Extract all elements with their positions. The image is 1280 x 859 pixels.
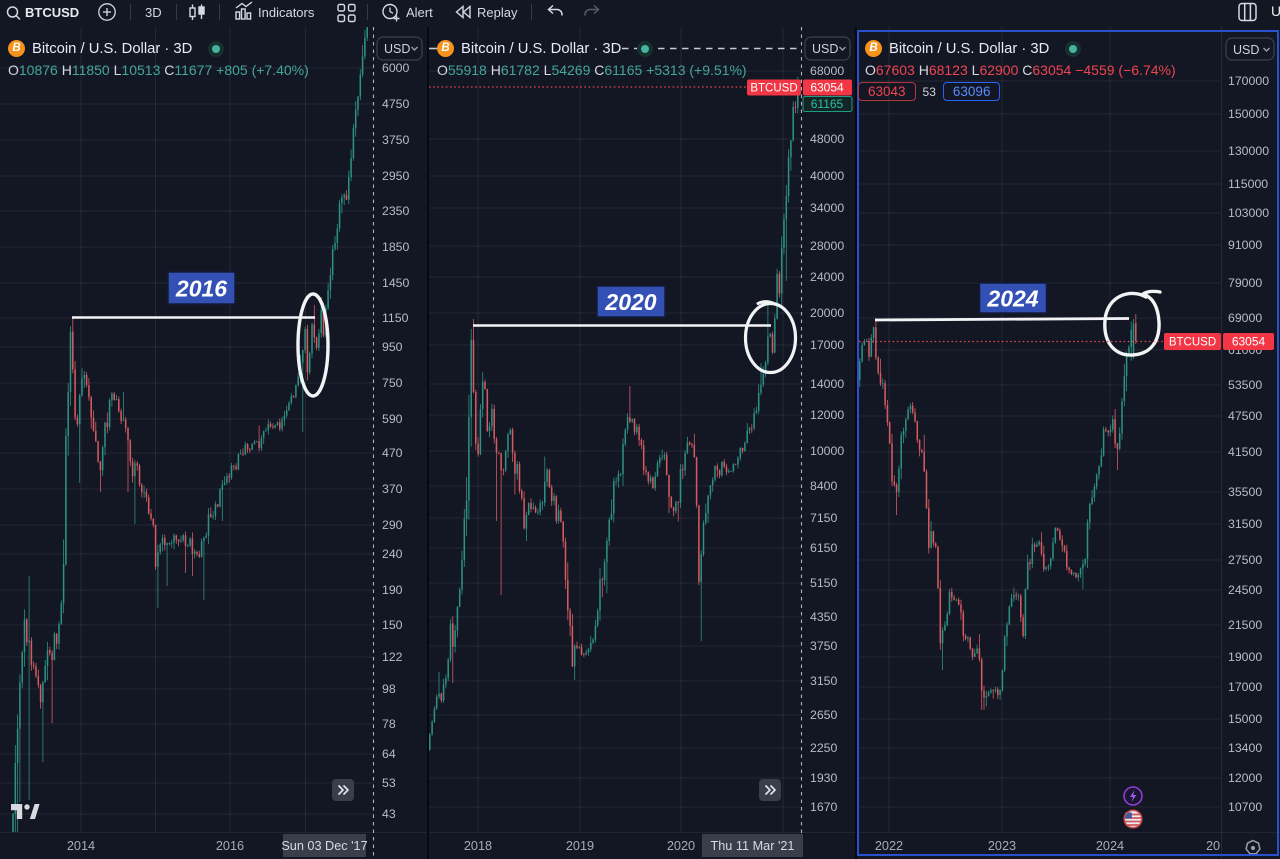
svg-text:53: 53 (382, 776, 396, 790)
svg-text:79000: 79000 (1228, 276, 1262, 290)
svg-text:2950: 2950 (382, 169, 410, 183)
svg-text:Sun 03 Dec '17: Sun 03 Dec '17 (281, 839, 367, 853)
svg-text:Alert: Alert (406, 5, 433, 20)
svg-text:2250: 2250 (810, 741, 838, 755)
svg-text:240: 240 (382, 547, 403, 561)
svg-text:4750: 4750 (382, 97, 410, 111)
svg-text:590: 590 (382, 412, 403, 426)
svg-text:13400: 13400 (1228, 741, 1262, 755)
svg-text:Indicators: Indicators (258, 5, 315, 20)
svg-text:17000: 17000 (810, 338, 844, 352)
svg-text:35500: 35500 (1228, 485, 1262, 499)
svg-text:61165: 61165 (811, 97, 844, 111)
svg-text:2020: 2020 (667, 839, 695, 853)
svg-text:41500: 41500 (1228, 445, 1262, 459)
svg-text:115000: 115000 (1228, 177, 1268, 191)
svg-text:470: 470 (382, 446, 403, 460)
svg-text:64: 64 (382, 747, 396, 761)
svg-text:750: 750 (382, 376, 403, 390)
svg-text:USD: USD (384, 42, 410, 56)
svg-text:10000: 10000 (810, 444, 844, 458)
svg-text:BTCUSD: BTCUSD (1169, 337, 1216, 349)
svg-text:2020: 2020 (604, 289, 656, 315)
svg-text:27500: 27500 (1228, 553, 1262, 567)
svg-text:5150: 5150 (810, 576, 838, 590)
svg-text:20: 20 (1206, 839, 1220, 853)
svg-text:U: U (1271, 3, 1280, 19)
svg-text:1150: 1150 (382, 311, 409, 325)
svg-text:91000: 91000 (1228, 238, 1262, 252)
svg-text:Thu 11 Mar '21: Thu 11 Mar '21 (711, 839, 795, 853)
svg-text:BTCUSD: BTCUSD (750, 83, 797, 95)
svg-text:1450: 1450 (382, 276, 410, 290)
svg-text:2024: 2024 (1096, 839, 1124, 853)
svg-text:2650: 2650 (810, 708, 838, 722)
svg-text:USD: USD (812, 42, 838, 56)
svg-text:47500: 47500 (1228, 409, 1262, 423)
svg-text:150000: 150000 (1228, 107, 1269, 121)
svg-text:950: 950 (382, 340, 403, 354)
svg-text:15000: 15000 (1228, 712, 1262, 726)
svg-text:3750: 3750 (382, 133, 410, 147)
svg-text:2018: 2018 (464, 839, 492, 853)
svg-text:48000: 48000 (810, 132, 844, 146)
svg-text:4350: 4350 (810, 610, 838, 624)
svg-text:370: 370 (382, 482, 403, 496)
svg-text:290: 290 (382, 518, 403, 532)
svg-text:3150: 3150 (810, 674, 838, 688)
svg-text:28000: 28000 (810, 239, 844, 253)
svg-text:6000: 6000 (382, 61, 410, 75)
svg-text:31500: 31500 (1228, 517, 1262, 531)
svg-text:40000: 40000 (810, 169, 844, 183)
svg-text:68000: 68000 (810, 64, 844, 78)
svg-text:1850: 1850 (382, 240, 410, 254)
svg-text:130000: 130000 (1228, 144, 1269, 158)
svg-text:98: 98 (382, 682, 396, 696)
svg-text:43: 43 (382, 807, 396, 821)
svg-text:122: 122 (382, 650, 403, 664)
svg-text:17000: 17000 (1228, 680, 1262, 694)
svg-text:24000: 24000 (810, 270, 844, 284)
svg-text:2022: 2022 (875, 839, 903, 853)
svg-text:24500: 24500 (1228, 583, 1262, 597)
svg-text:10700: 10700 (1228, 800, 1262, 814)
svg-text:BTCUSD: BTCUSD (25, 5, 79, 20)
svg-text:USD: USD (1233, 43, 1259, 57)
svg-text:53500: 53500 (1228, 378, 1262, 392)
svg-text:2019: 2019 (566, 839, 594, 853)
svg-text:78: 78 (382, 717, 396, 731)
svg-text:6150: 6150 (810, 541, 838, 555)
svg-text:34000: 34000 (810, 201, 844, 215)
svg-text:69000: 69000 (1228, 311, 1262, 325)
svg-text:14000: 14000 (810, 377, 844, 391)
svg-text:170000: 170000 (1228, 74, 1269, 88)
svg-text:1670: 1670 (810, 800, 838, 814)
svg-text:2016: 2016 (216, 839, 244, 853)
svg-text:2014: 2014 (67, 839, 95, 853)
svg-text:12000: 12000 (1228, 771, 1262, 785)
svg-text:2016: 2016 (175, 275, 227, 301)
svg-text:19000: 19000 (1228, 650, 1262, 664)
svg-text:63054: 63054 (810, 81, 844, 95)
svg-text:7150: 7150 (810, 511, 838, 525)
svg-text:20000: 20000 (810, 306, 844, 320)
svg-text:150: 150 (382, 618, 403, 632)
svg-text:12000: 12000 (810, 408, 844, 422)
svg-text:2023: 2023 (988, 839, 1016, 853)
svg-text:Replay: Replay (477, 5, 518, 20)
svg-text:8400: 8400 (810, 479, 838, 493)
svg-text:2024: 2024 (986, 285, 1038, 311)
svg-text:21500: 21500 (1228, 618, 1262, 632)
svg-text:103000: 103000 (1228, 206, 1269, 220)
svg-text:3750: 3750 (810, 639, 838, 653)
svg-text:1930: 1930 (810, 771, 838, 785)
svg-text:190: 190 (382, 583, 403, 597)
svg-text:2350: 2350 (382, 204, 410, 218)
svg-text:63054: 63054 (1232, 335, 1266, 349)
svg-text:3D: 3D (145, 5, 162, 20)
